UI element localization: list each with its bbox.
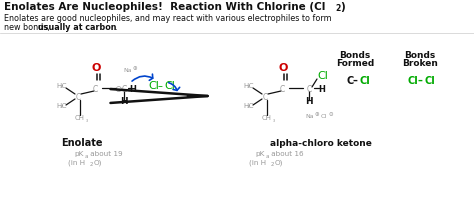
Text: C: C [263, 93, 268, 102]
Text: H: H [129, 85, 137, 94]
Text: Cl: Cl [148, 81, 159, 91]
Text: ): ) [340, 2, 345, 12]
Text: Enolates are good nucleophiles, and may react with various electrophiles to form: Enolates are good nucleophiles, and may … [4, 14, 332, 23]
Text: ⊕: ⊕ [315, 111, 319, 116]
Text: Enolates Are Nucleophiles!  Reaction With Chlorine (Cl: Enolates Are Nucleophiles! Reaction With… [4, 2, 325, 12]
Text: C: C [306, 85, 311, 94]
Text: –: – [158, 81, 163, 91]
Text: ₃: ₃ [273, 117, 275, 122]
Text: .: . [114, 23, 117, 32]
Text: new bonds,: new bonds, [4, 23, 52, 32]
Text: ₃C: ₃C [60, 83, 67, 89]
Text: O): O) [275, 160, 283, 166]
Text: C: C [121, 85, 127, 94]
Text: Cl: Cl [317, 71, 328, 81]
Text: (in H: (in H [68, 160, 85, 166]
Text: a: a [266, 153, 270, 158]
Text: Cl: Cl [360, 76, 371, 86]
Text: about 19: about 19 [88, 151, 123, 157]
Text: (in H: (in H [249, 160, 266, 166]
Text: ₃C: ₃C [247, 83, 255, 89]
Text: Enolate: Enolate [61, 138, 103, 148]
Text: ₃C: ₃C [247, 103, 255, 109]
Text: H: H [243, 103, 248, 109]
Text: O): O) [94, 160, 102, 166]
Text: usually at carbon: usually at carbon [38, 23, 117, 32]
Text: pK: pK [74, 151, 83, 157]
Text: H: H [56, 83, 61, 89]
Text: H: H [319, 85, 326, 94]
Text: H: H [305, 98, 313, 107]
Text: –: – [418, 76, 423, 86]
Text: Cl: Cl [425, 76, 436, 86]
Text: 2: 2 [335, 4, 340, 13]
Text: C: C [279, 85, 284, 94]
Text: Bonds: Bonds [404, 51, 436, 60]
Text: ₃C: ₃C [60, 103, 67, 109]
Text: CH: CH [75, 115, 85, 121]
Text: C: C [75, 93, 81, 102]
Text: Formed: Formed [336, 60, 374, 69]
Text: ⊖: ⊖ [114, 85, 122, 94]
Text: O: O [91, 63, 100, 73]
Text: H: H [243, 83, 248, 89]
Text: Cl: Cl [408, 76, 419, 86]
Text: ..: .. [127, 88, 130, 93]
Text: CH: CH [262, 115, 272, 121]
Text: Bonds: Bonds [339, 51, 371, 60]
Text: pK: pK [255, 151, 264, 157]
Text: H: H [56, 103, 61, 109]
Text: about 16: about 16 [269, 151, 304, 157]
Text: a: a [85, 153, 89, 158]
Text: alpha-chloro ketone: alpha-chloro ketone [270, 139, 372, 148]
Text: O: O [278, 63, 288, 73]
Text: Cl: Cl [164, 81, 175, 91]
Text: C: C [92, 85, 98, 94]
Text: 2: 2 [90, 163, 93, 167]
Text: ₃: ₃ [86, 117, 88, 122]
Text: H: H [120, 98, 128, 107]
Text: C: C [347, 76, 354, 86]
Text: 2: 2 [271, 163, 274, 167]
Text: ⊕: ⊕ [133, 65, 137, 70]
Text: –: – [353, 76, 358, 86]
Text: Na: Na [305, 113, 314, 119]
Text: ⊖: ⊖ [329, 111, 334, 116]
Text: Na: Na [123, 68, 132, 73]
Text: Broken: Broken [402, 60, 438, 69]
Text: Cl: Cl [321, 113, 327, 119]
